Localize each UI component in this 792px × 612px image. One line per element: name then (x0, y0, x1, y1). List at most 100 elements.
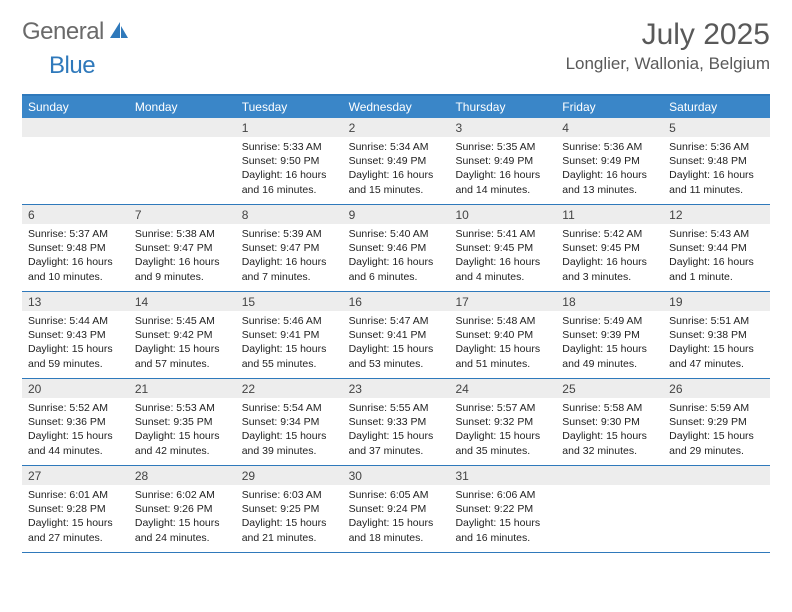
day-body: Sunrise: 5:49 AMSunset: 9:39 PMDaylight:… (556, 311, 663, 377)
daylight-line: Daylight: 15 hours and 44 minutes. (28, 429, 123, 457)
day-body: Sunrise: 5:57 AMSunset: 9:32 PMDaylight:… (449, 398, 556, 464)
sunrise-line: Sunrise: 5:54 AM (242, 401, 337, 415)
day-cell: 30Sunrise: 6:05 AMSunset: 9:24 PMDayligh… (343, 466, 450, 552)
day-number: 21 (129, 379, 236, 398)
day-cell: 7Sunrise: 5:38 AMSunset: 9:47 PMDaylight… (129, 205, 236, 291)
day-number: 2 (343, 118, 450, 137)
sunset-line: Sunset: 9:34 PM (242, 415, 337, 429)
day-cell: 5Sunrise: 5:36 AMSunset: 9:48 PMDaylight… (663, 118, 770, 204)
logo-sail-icon (108, 20, 130, 45)
day-number (22, 118, 129, 137)
day-number: 5 (663, 118, 770, 137)
day-number: 31 (449, 466, 556, 485)
sunset-line: Sunset: 9:22 PM (455, 502, 550, 516)
day-cell: 14Sunrise: 5:45 AMSunset: 9:42 PMDayligh… (129, 292, 236, 378)
title-block: July 2025 Longlier, Wallonia, Belgium (566, 18, 770, 74)
sunrise-line: Sunrise: 5:44 AM (28, 314, 123, 328)
daylight-line: Daylight: 16 hours and 15 minutes. (349, 168, 444, 196)
daylight-line: Daylight: 15 hours and 55 minutes. (242, 342, 337, 370)
daylight-line: Daylight: 16 hours and 9 minutes. (135, 255, 230, 283)
sunrise-line: Sunrise: 5:53 AM (135, 401, 230, 415)
sunrise-line: Sunrise: 5:46 AM (242, 314, 337, 328)
day-cell: 29Sunrise: 6:03 AMSunset: 9:25 PMDayligh… (236, 466, 343, 552)
day-cell: 1Sunrise: 5:33 AMSunset: 9:50 PMDaylight… (236, 118, 343, 204)
day-cell: 17Sunrise: 5:48 AMSunset: 9:40 PMDayligh… (449, 292, 556, 378)
sunset-line: Sunset: 9:49 PM (349, 154, 444, 168)
sunset-line: Sunset: 9:26 PM (135, 502, 230, 516)
day-body (129, 137, 236, 146)
day-body: Sunrise: 5:36 AMSunset: 9:49 PMDaylight:… (556, 137, 663, 203)
daylight-line: Daylight: 16 hours and 10 minutes. (28, 255, 123, 283)
daylight-line: Daylight: 15 hours and 39 minutes. (242, 429, 337, 457)
sunset-line: Sunset: 9:38 PM (669, 328, 764, 342)
day-number: 24 (449, 379, 556, 398)
sunset-line: Sunset: 9:35 PM (135, 415, 230, 429)
dow-cell: Monday (129, 96, 236, 118)
daylight-line: Daylight: 15 hours and 32 minutes. (562, 429, 657, 457)
sunset-line: Sunset: 9:33 PM (349, 415, 444, 429)
week-row: 1Sunrise: 5:33 AMSunset: 9:50 PMDaylight… (22, 118, 770, 205)
weeks-container: 1Sunrise: 5:33 AMSunset: 9:50 PMDaylight… (22, 118, 770, 553)
sunrise-line: Sunrise: 5:42 AM (562, 227, 657, 241)
day-body: Sunrise: 5:47 AMSunset: 9:41 PMDaylight:… (343, 311, 450, 377)
day-cell: 4Sunrise: 5:36 AMSunset: 9:49 PMDaylight… (556, 118, 663, 204)
day-number: 30 (343, 466, 450, 485)
logo-text-1: General (22, 18, 104, 46)
daylight-line: Daylight: 15 hours and 53 minutes. (349, 342, 444, 370)
calendar: SundayMondayTuesdayWednesdayThursdayFrid… (22, 94, 770, 553)
day-number: 12 (663, 205, 770, 224)
sunset-line: Sunset: 9:36 PM (28, 415, 123, 429)
dow-cell: Wednesday (343, 96, 450, 118)
sunset-line: Sunset: 9:41 PM (349, 328, 444, 342)
day-cell: 9Sunrise: 5:40 AMSunset: 9:46 PMDaylight… (343, 205, 450, 291)
dow-cell: Sunday (22, 96, 129, 118)
day-cell: 31Sunrise: 6:06 AMSunset: 9:22 PMDayligh… (449, 466, 556, 552)
sunrise-line: Sunrise: 5:38 AM (135, 227, 230, 241)
day-cell: 3Sunrise: 5:35 AMSunset: 9:49 PMDaylight… (449, 118, 556, 204)
day-cell: 12Sunrise: 5:43 AMSunset: 9:44 PMDayligh… (663, 205, 770, 291)
sunset-line: Sunset: 9:47 PM (242, 241, 337, 255)
day-cell (22, 118, 129, 204)
sunset-line: Sunset: 9:43 PM (28, 328, 123, 342)
sunset-line: Sunset: 9:39 PM (562, 328, 657, 342)
logo: General (22, 18, 134, 46)
day-number: 14 (129, 292, 236, 311)
daylight-line: Daylight: 15 hours and 47 minutes. (669, 342, 764, 370)
week-row: 6Sunrise: 5:37 AMSunset: 9:48 PMDaylight… (22, 205, 770, 292)
week-row: 13Sunrise: 5:44 AMSunset: 9:43 PMDayligh… (22, 292, 770, 379)
sunset-line: Sunset: 9:40 PM (455, 328, 550, 342)
day-cell: 19Sunrise: 5:51 AMSunset: 9:38 PMDayligh… (663, 292, 770, 378)
day-cell: 20Sunrise: 5:52 AMSunset: 9:36 PMDayligh… (22, 379, 129, 465)
location: Longlier, Wallonia, Belgium (566, 54, 770, 74)
sunrise-line: Sunrise: 5:51 AM (669, 314, 764, 328)
day-cell: 22Sunrise: 5:54 AMSunset: 9:34 PMDayligh… (236, 379, 343, 465)
sunrise-line: Sunrise: 6:02 AM (135, 488, 230, 502)
day-body (22, 137, 129, 146)
sunrise-line: Sunrise: 5:33 AM (242, 140, 337, 154)
daylight-line: Daylight: 15 hours and 57 minutes. (135, 342, 230, 370)
daylight-line: Daylight: 16 hours and 13 minutes. (562, 168, 657, 196)
daylight-line: Daylight: 15 hours and 51 minutes. (455, 342, 550, 370)
daylight-line: Daylight: 15 hours and 24 minutes. (135, 516, 230, 544)
day-number: 20 (22, 379, 129, 398)
sunrise-line: Sunrise: 5:58 AM (562, 401, 657, 415)
sunset-line: Sunset: 9:48 PM (28, 241, 123, 255)
day-cell: 26Sunrise: 5:59 AMSunset: 9:29 PMDayligh… (663, 379, 770, 465)
day-body: Sunrise: 6:01 AMSunset: 9:28 PMDaylight:… (22, 485, 129, 551)
sunrise-line: Sunrise: 5:34 AM (349, 140, 444, 154)
week-row: 20Sunrise: 5:52 AMSunset: 9:36 PMDayligh… (22, 379, 770, 466)
day-cell: 8Sunrise: 5:39 AMSunset: 9:47 PMDaylight… (236, 205, 343, 291)
sunset-line: Sunset: 9:49 PM (562, 154, 657, 168)
day-cell (556, 466, 663, 552)
sunrise-line: Sunrise: 6:01 AM (28, 488, 123, 502)
sunrise-line: Sunrise: 5:48 AM (455, 314, 550, 328)
day-cell: 25Sunrise: 5:58 AMSunset: 9:30 PMDayligh… (556, 379, 663, 465)
day-number: 4 (556, 118, 663, 137)
day-number: 25 (556, 379, 663, 398)
day-number: 7 (129, 205, 236, 224)
daylight-line: Daylight: 16 hours and 11 minutes. (669, 168, 764, 196)
day-number: 28 (129, 466, 236, 485)
daylight-line: Daylight: 15 hours and 42 minutes. (135, 429, 230, 457)
day-number: 26 (663, 379, 770, 398)
sunrise-line: Sunrise: 5:36 AM (669, 140, 764, 154)
